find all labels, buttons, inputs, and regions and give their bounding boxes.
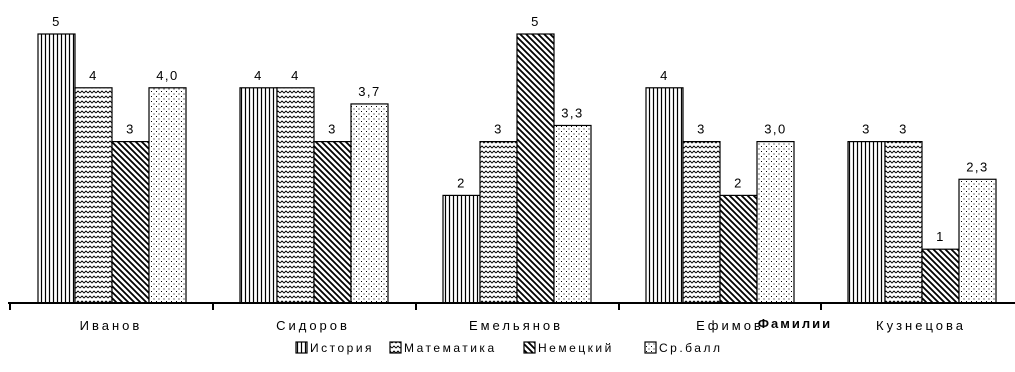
data-label-4-5: 2,3 xyxy=(966,159,989,174)
legend: История Математика Немецкий Ср.балл xyxy=(295,341,722,355)
legend-item-3: Немецкий xyxy=(523,341,614,355)
data-label-1-5: 3 xyxy=(862,122,871,137)
bar-3-2 xyxy=(313,141,352,304)
legend-item-4: Ср.балл xyxy=(644,341,722,355)
bar-4-3 xyxy=(553,124,592,304)
category-label-1: Иванов xyxy=(80,318,143,333)
bar-3-5 xyxy=(921,248,960,304)
data-label-2-3: 3 xyxy=(494,122,503,137)
bar-2-1 xyxy=(74,87,113,304)
data-label-2-5: 3 xyxy=(899,122,908,137)
data-label-3-1: 3 xyxy=(126,122,135,137)
bar-2-3 xyxy=(479,141,518,304)
data-label-3-5: 1 xyxy=(936,229,945,244)
category-label-4: Ефимов xyxy=(696,318,764,333)
bar-1-5 xyxy=(847,141,886,304)
data-label-1-4: 4 xyxy=(660,68,669,83)
data-label-1-3: 2 xyxy=(457,175,466,190)
bar-3-4 xyxy=(719,194,758,304)
legend-item-2: Математика xyxy=(389,341,497,355)
legend-label-4: Ср.балл xyxy=(659,341,722,355)
bar-4-5 xyxy=(958,178,997,304)
bar-1-3 xyxy=(442,194,481,304)
data-label-2-2: 4 xyxy=(291,68,300,83)
data-label-4-1: 4,0 xyxy=(156,68,179,83)
legend-item-1: История xyxy=(295,341,374,355)
legend-label-3: Немецкий xyxy=(538,341,614,355)
data-label-2-4: 3 xyxy=(697,122,706,137)
bar-3-1 xyxy=(111,141,150,304)
data-label-2-1: 4 xyxy=(89,68,98,83)
data-label-3-3: 5 xyxy=(531,14,540,29)
legend-label-2: Математика xyxy=(404,341,497,355)
bar-4-1 xyxy=(148,87,187,304)
x-axis: Иванов Сидоров Емельянов Ефимов Кузнецова xyxy=(8,302,1015,333)
data-label-3-4: 2 xyxy=(734,175,743,190)
data-label-4-3: 3,3 xyxy=(561,105,584,120)
bars-layer xyxy=(37,33,997,304)
legend-swatch-4 xyxy=(644,341,657,354)
legend-swatch-3 xyxy=(523,341,536,354)
bar-1-2 xyxy=(239,87,278,304)
bar-2-5 xyxy=(884,141,923,304)
category-label-2: Сидоров xyxy=(276,318,350,333)
x-axis-title: Фамилии xyxy=(758,316,832,331)
category-label-3: Емельянов xyxy=(469,318,563,333)
bar-4-2 xyxy=(350,103,389,304)
legend-swatch-2 xyxy=(389,341,402,354)
data-label-4-2: 3,7 xyxy=(358,84,381,99)
bar-1-4 xyxy=(645,87,684,304)
data-labels-layer: 5 4 3 4,0 4 4 3 3,7 2 3 5 3,3 4 3 2 3,0 3 3 1 2,3 xyxy=(52,14,989,244)
data-label-4-4: 3,0 xyxy=(764,122,787,137)
bar-4-4 xyxy=(756,141,795,304)
legend-label-1: История xyxy=(310,341,374,355)
data-label-1-1: 5 xyxy=(52,14,61,29)
category-label-5: Кузнецова xyxy=(876,318,966,333)
legend-swatch-1 xyxy=(295,341,308,354)
bar-1-1 xyxy=(37,33,76,304)
data-label-1-2: 4 xyxy=(254,68,263,83)
bar-2-4 xyxy=(682,141,721,304)
bar-2-2 xyxy=(276,87,315,304)
bar-3-3 xyxy=(516,33,555,304)
data-label-3-2: 3 xyxy=(328,122,337,137)
